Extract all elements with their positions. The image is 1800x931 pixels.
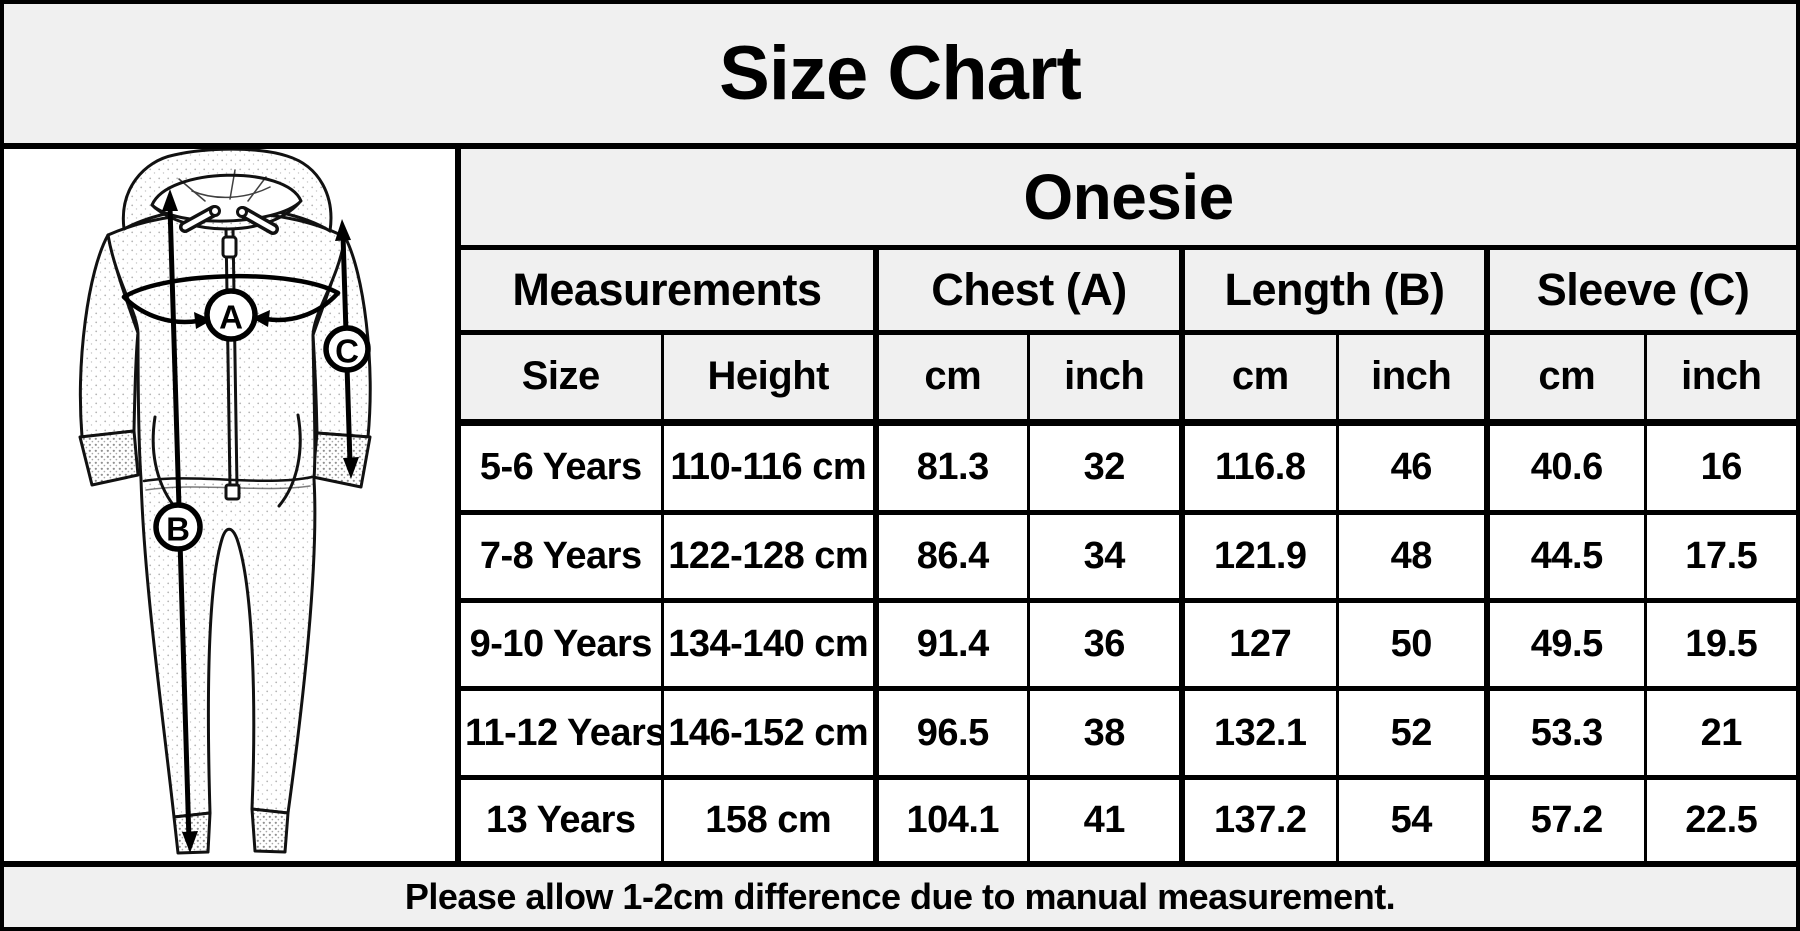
cell-height: 110-116 cm — [660, 419, 878, 515]
cell-length-inch: 50 — [1335, 598, 1489, 692]
cell-length-cm: 116.8 — [1179, 419, 1339, 515]
cell-height: 158 cm — [660, 774, 878, 864]
cell-chest-inch: 38 — [1026, 686, 1184, 780]
cell-chest-cm: 91.4 — [873, 598, 1030, 692]
right-leg-cuff — [250, 807, 290, 854]
chest-arrow-left — [121, 294, 201, 325]
cell-length-cm: 127 — [1179, 598, 1339, 692]
cell-sleeve-inch: 22.5 — [1643, 774, 1798, 864]
cell-chest-inch: 36 — [1026, 598, 1184, 692]
cell-size: 7-8 Years — [459, 509, 664, 604]
cell-length-inch: 54 — [1335, 774, 1489, 864]
left-pocket — [151, 415, 176, 508]
cell-size: 9-10 Years — [459, 598, 664, 692]
cell-sleeve-inch: 17.5 — [1643, 509, 1798, 604]
sleeve-arrowhead-top — [335, 219, 351, 241]
cell-height: 146-152 cm — [660, 686, 878, 780]
hood-interior-sketch — [178, 169, 271, 202]
cell-chest-cm: 86.4 — [873, 509, 1030, 604]
cell-sleeve-cm: 49.5 — [1484, 598, 1647, 692]
subheader-chest-cm: cm — [873, 329, 1030, 426]
subheader-chest-inch: inch — [1026, 329, 1184, 426]
sleeve-label: C — [335, 333, 359, 370]
sleeve-label-circle — [323, 325, 371, 373]
cell-sleeve-inch: 16 — [1643, 419, 1798, 515]
subheader-sleeve-inch: inch — [1643, 329, 1798, 426]
title-bar: Size Chart — [4, 4, 1796, 143]
cell-size: 5-6 Years — [459, 419, 664, 515]
group-header-length: Length (B) — [1179, 244, 1489, 335]
chest-arrowhead-right — [252, 310, 270, 327]
footer-bar: Please allow 1-2cm difference due to man… — [4, 867, 1796, 927]
cell-chest-cm: 81.3 — [873, 419, 1030, 515]
cell-chest-cm: 96.5 — [873, 686, 1030, 780]
table-row: 5-6 Years 110-116 cm 81.3 32 116.8 46 40… — [459, 419, 1798, 515]
right-sleeve-cuff — [311, 431, 372, 489]
zipper — [221, 227, 241, 501]
cell-sleeve-cm: 53.3 — [1484, 686, 1647, 780]
sleeve-arrowhead-bottom — [343, 457, 359, 479]
chest-label-circle — [204, 288, 258, 342]
cell-chest-cm: 104.1 — [873, 774, 1030, 864]
length-label-circle — [153, 502, 203, 552]
cell-sleeve-cm: 44.5 — [1484, 509, 1647, 604]
cell-height: 134-140 cm — [660, 598, 878, 692]
chest-arrow-right — [263, 290, 341, 323]
cell-length-inch: 46 — [1335, 419, 1489, 515]
subheader-size: Size — [459, 329, 664, 426]
table-row: 9-10 Years 134-140 cm 91.4 36 127 50 49.… — [459, 598, 1798, 692]
cell-sleeve-cm: 40.6 — [1484, 419, 1647, 515]
cell-height: 122-128 cm — [660, 509, 878, 604]
chest-arrowhead-left — [194, 312, 212, 329]
size-table: Onesie Measurements Chest (A) Length (B)… — [459, 146, 1798, 864]
table-row: 13 Years 158 cm 104.1 41 137.2 54 57.2 2… — [459, 774, 1798, 864]
cell-length-cm: 121.9 — [1179, 509, 1339, 604]
group-header-chest: Chest (A) — [873, 244, 1184, 335]
group-header-measurements: Measurements — [459, 244, 878, 335]
table-row: 7-8 Years 122-128 cm 86.4 34 121.9 48 44… — [459, 509, 1798, 604]
left-sleeve-cuff — [78, 429, 140, 487]
measurement-annotations: A B C — [121, 189, 371, 853]
cell-sleeve-cm: 57.2 — [1484, 774, 1647, 864]
onesie-diagram-panel: A B C — [4, 149, 455, 861]
cell-length-inch: 48 — [1335, 509, 1489, 604]
cell-chest-inch: 32 — [1026, 419, 1184, 515]
subheader-length-inch: inch — [1335, 329, 1489, 426]
length-label: B — [166, 511, 190, 548]
cell-length-cm: 137.2 — [1179, 774, 1339, 864]
right-pocket — [277, 413, 302, 508]
subheader-height: Height — [660, 329, 878, 426]
group-header-sleeve: Sleeve (C) — [1483, 244, 1798, 335]
cell-size: 11-12 Years — [459, 686, 664, 780]
product-header: Onesie — [459, 146, 1798, 250]
footer-note: Please allow 1-2cm difference due to man… — [404, 876, 1396, 917]
subheader-sleeve-cm: cm — [1484, 329, 1647, 426]
cell-chest-inch: 41 — [1026, 774, 1184, 864]
length-arrowhead-top — [162, 189, 178, 211]
cell-length-cm: 132.1 — [1179, 686, 1339, 780]
subheader-length-cm: cm — [1179, 329, 1339, 426]
cell-size: 13 Years — [459, 774, 664, 864]
chest-label: A — [219, 299, 243, 336]
onesie-drawing — [78, 149, 372, 855]
chest-arc-top — [121, 274, 341, 300]
cell-length-inch: 52 — [1335, 686, 1489, 780]
drawstring-toggles — [179, 205, 279, 235]
length-arrowhead-bottom — [182, 831, 198, 853]
cell-sleeve-inch: 19.5 — [1643, 598, 1798, 692]
cell-sleeve-inch: 21 — [1643, 686, 1798, 780]
size-table-wrap: Onesie Measurements Chest (A) Length (B)… — [459, 146, 1798, 864]
onesie-diagram: A B C — [78, 149, 372, 855]
table-row: 11-12 Years 146-152 cm 96.5 38 132.1 52 … — [459, 686, 1798, 780]
page-title: Size Chart — [719, 31, 1082, 116]
cell-chest-inch: 34 — [1026, 509, 1184, 604]
